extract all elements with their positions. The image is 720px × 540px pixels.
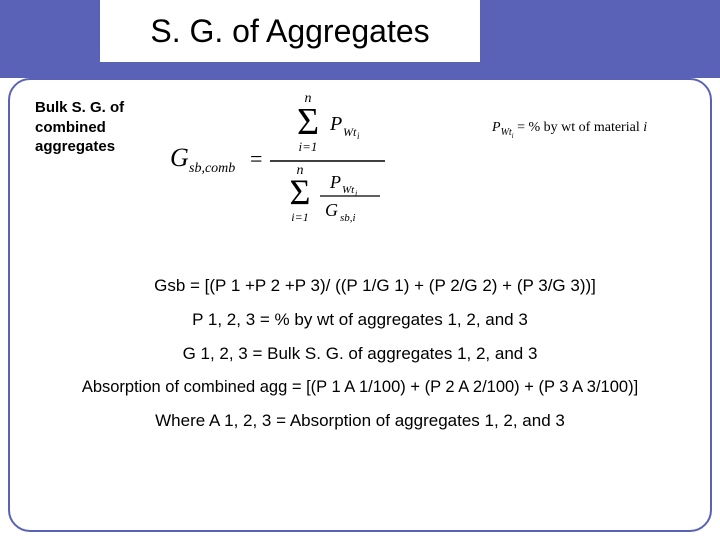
svg-text:i: i bbox=[355, 189, 357, 198]
side-formula: PWti = % by wt of material i bbox=[492, 120, 647, 140]
svg-text:i=1: i=1 bbox=[291, 210, 308, 224]
equation-text-block: Gsb = [(P 1 +P 2 +P 3)/ ((P 1/G 1) + (P … bbox=[10, 262, 710, 445]
svg-text:Σ: Σ bbox=[297, 101, 319, 143]
svg-text:P: P bbox=[329, 113, 342, 135]
svg-text:i: i bbox=[357, 131, 360, 141]
slide-title: S. G. of Aggregates bbox=[150, 13, 429, 50]
content-panel: Bulk S. G. of combined aggregates G sb,c… bbox=[8, 78, 712, 532]
svg-text:G: G bbox=[170, 143, 189, 172]
p-definition-line: P 1, 2, 3 = % by wt of aggregates 1, 2, … bbox=[10, 310, 710, 330]
g-definition-line: G 1, 2, 3 = Bulk S. G. of aggregates 1, … bbox=[10, 344, 710, 364]
title-box: S. G. of Aggregates bbox=[100, 0, 480, 62]
svg-text:sb,i: sb,i bbox=[340, 212, 356, 224]
svg-text:Wt: Wt bbox=[342, 184, 355, 196]
svg-text:Σ: Σ bbox=[290, 172, 311, 212]
svg-text:=: = bbox=[250, 146, 262, 171]
svg-text:G: G bbox=[325, 200, 338, 220]
svg-text:Wt: Wt bbox=[343, 125, 357, 139]
a-definition-line: Where A 1, 2, 3 = Absorption of aggregat… bbox=[10, 411, 710, 431]
bulk-label: Bulk S. G. of combined aggregates bbox=[35, 98, 155, 157]
gsb-formula-line: Gsb = [(P 1 +P 2 +P 3)/ ((P 1/G 1) + (P … bbox=[10, 276, 710, 296]
svg-text:i=1: i=1 bbox=[299, 139, 318, 154]
main-formula: G sb,comb = n Σ i=1 P Wt i n Σ i=1 P Wt … bbox=[170, 88, 480, 228]
svg-text:P: P bbox=[329, 172, 341, 192]
absorption-formula-line: Absorption of combined agg = [(P 1 A 1/1… bbox=[10, 378, 710, 397]
svg-text:sb,comb: sb,comb bbox=[189, 161, 235, 176]
header-bar: S. G. of Aggregates bbox=[0, 0, 720, 78]
